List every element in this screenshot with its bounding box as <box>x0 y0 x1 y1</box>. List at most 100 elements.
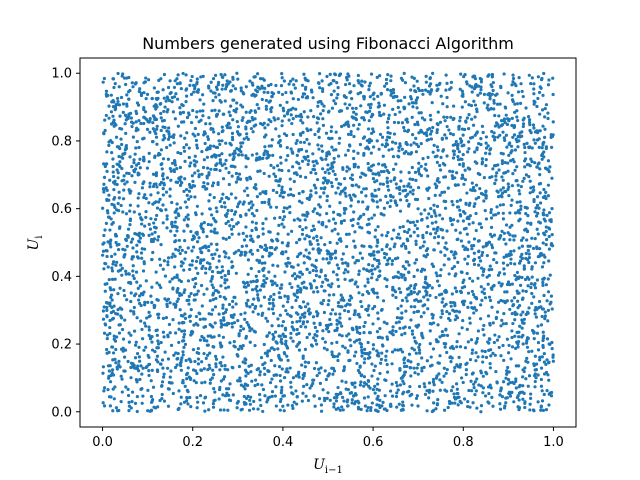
data-point <box>405 287 410 291</box>
data-point <box>282 215 287 219</box>
data-point <box>223 367 227 371</box>
data-point <box>312 164 316 168</box>
data-point <box>138 294 142 298</box>
data-point <box>279 391 283 395</box>
data-point <box>435 374 439 378</box>
data-point <box>506 351 511 355</box>
data-point <box>328 72 332 76</box>
data-point <box>546 277 550 281</box>
data-point <box>314 171 318 176</box>
data-point <box>192 245 196 249</box>
data-point <box>321 223 325 227</box>
data-point <box>115 162 119 166</box>
data-point <box>404 296 408 300</box>
data-point <box>176 124 180 128</box>
data-point <box>501 130 505 134</box>
data-point <box>235 222 239 226</box>
data-point <box>466 305 470 309</box>
data-point <box>280 324 284 328</box>
data-point <box>413 122 417 127</box>
data-point <box>336 232 340 236</box>
data-point <box>540 108 545 112</box>
data-point <box>455 290 459 294</box>
data-point <box>320 149 324 153</box>
data-point <box>518 200 522 204</box>
data-point <box>289 91 294 95</box>
data-point <box>214 365 218 369</box>
data-point <box>481 391 485 395</box>
data-point <box>166 357 171 361</box>
data-point <box>139 303 143 308</box>
data-point <box>244 301 249 305</box>
data-point <box>298 270 302 274</box>
data-point <box>259 403 263 408</box>
data-point <box>189 291 193 296</box>
data-point <box>305 267 309 271</box>
data-point <box>283 270 287 274</box>
data-point <box>110 277 115 282</box>
data-point <box>201 246 205 250</box>
data-point <box>520 335 524 339</box>
data-point <box>358 142 363 147</box>
data-point <box>510 329 514 333</box>
data-point <box>221 377 226 381</box>
data-point <box>150 368 154 372</box>
data-point <box>369 408 373 412</box>
data-point <box>350 401 354 405</box>
data-point <box>340 257 344 261</box>
data-point <box>455 345 459 349</box>
data-point <box>101 206 105 210</box>
data-point <box>384 165 388 169</box>
data-point <box>385 120 390 124</box>
data-point <box>360 84 364 88</box>
data-point <box>482 267 486 271</box>
data-point <box>166 260 170 264</box>
data-point <box>551 76 555 80</box>
data-point <box>396 256 400 260</box>
data-point <box>288 187 293 191</box>
data-point <box>363 351 367 355</box>
data-point <box>255 156 259 160</box>
data-point <box>381 299 386 303</box>
data-point <box>320 102 324 106</box>
data-point <box>415 219 419 223</box>
data-point <box>520 318 524 322</box>
data-point <box>291 97 295 101</box>
data-point <box>379 212 383 216</box>
data-point <box>438 163 442 168</box>
data-point <box>524 341 529 345</box>
data-point <box>394 295 398 300</box>
data-point <box>431 150 435 154</box>
data-point <box>371 322 375 326</box>
data-point <box>506 117 510 121</box>
data-point <box>306 154 310 159</box>
data-point <box>149 394 154 399</box>
data-point <box>441 162 445 166</box>
data-point <box>387 256 392 261</box>
data-point <box>176 97 180 101</box>
data-point <box>367 352 371 356</box>
data-point <box>250 93 254 97</box>
data-point <box>136 103 141 107</box>
data-point <box>470 244 474 248</box>
data-point <box>420 331 424 335</box>
data-point <box>543 314 547 318</box>
data-point <box>250 153 254 157</box>
data-point <box>526 248 530 253</box>
data-point <box>380 336 384 340</box>
data-point <box>321 117 325 121</box>
data-point <box>291 339 295 343</box>
data-point <box>222 250 226 254</box>
data-point <box>301 130 305 135</box>
data-point <box>342 298 346 302</box>
data-point <box>218 294 222 299</box>
data-point <box>258 392 262 397</box>
data-point <box>155 185 159 189</box>
data-point <box>172 141 176 145</box>
data-point <box>457 332 461 336</box>
data-point <box>267 270 271 274</box>
data-point <box>187 302 191 306</box>
data-point <box>291 406 295 410</box>
data-point <box>354 183 358 187</box>
data-point <box>303 311 307 315</box>
